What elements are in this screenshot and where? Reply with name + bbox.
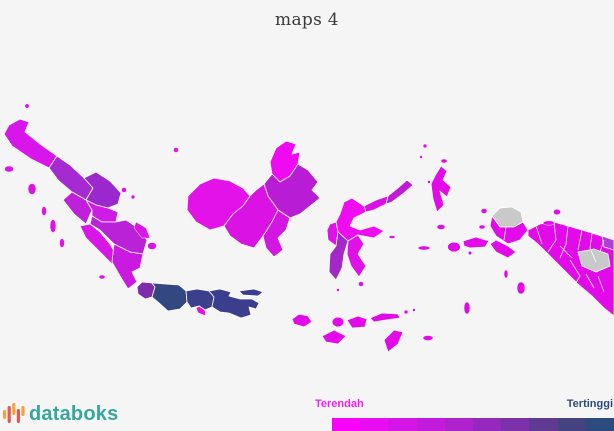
region-riau[interactable] (83, 171, 122, 209)
region-biak[interactable] (553, 208, 561, 216)
islands-nusa-tenggara (291, 308, 434, 353)
databoks-logo[interactable]: databoks (3, 401, 118, 427)
page-title: maps 4 (275, 10, 339, 30)
region-south-sumatra[interactable] (89, 215, 148, 255)
islands-maluku (417, 158, 526, 315)
region-riau-islands-1[interactable] (121, 187, 127, 193)
region-selayar[interactable] (336, 288, 340, 292)
region-alor-2[interactable] (412, 308, 416, 312)
region-aceh[interactable] (3, 118, 58, 169)
region-sumba[interactable] (321, 329, 347, 345)
region-flores[interactable] (369, 312, 401, 323)
region-nias[interactable] (27, 183, 37, 195)
region-waigeo[interactable] (480, 208, 488, 214)
legend-low-label: Terendah (315, 398, 364, 410)
region-buton[interactable] (358, 281, 364, 287)
region-buru[interactable] (447, 241, 461, 253)
region-aru[interactable] (516, 281, 526, 295)
region-bangka[interactable] (133, 221, 151, 239)
region-west-java[interactable] (151, 282, 188, 312)
region-simeulue[interactable] (4, 165, 14, 173)
region-halmahera[interactable] (430, 165, 452, 213)
region-southeast-sulawesi[interactable] (346, 234, 367, 278)
region-sula[interactable] (417, 245, 431, 251)
legend-high-label: Tertinggi (566, 398, 613, 410)
legend-gradient (332, 418, 614, 431)
region-banggai[interactable] (388, 235, 396, 239)
region-papua-mainland[interactable] (527, 221, 614, 317)
region-natuna[interactable] (173, 147, 179, 153)
region-gorontalo[interactable] (363, 195, 389, 213)
region-madura[interactable] (238, 288, 264, 297)
island-papua (478, 206, 614, 317)
region-north-sulawesi[interactable] (385, 179, 414, 205)
region-enggano[interactable] (98, 274, 106, 280)
region-seram[interactable] (462, 236, 490, 249)
region-weh-island[interactable] (24, 103, 30, 109)
region-tanimbar[interactable] (463, 301, 471, 315)
databoks-logo-text: databoks (29, 402, 119, 425)
region-kei[interactable] (503, 269, 509, 279)
region-bali[interactable] (291, 313, 313, 328)
region-bomberai[interactable] (489, 239, 517, 259)
region-misool[interactable] (478, 224, 486, 230)
region-wetar[interactable] (422, 335, 434, 341)
papua-internal-borders (503, 221, 605, 293)
region-south-kalimantan[interactable] (262, 209, 291, 258)
region-obi[interactable] (436, 224, 446, 230)
region-papua-highlands-no-data[interactable] (577, 248, 611, 273)
databoks-bars-icon (3, 403, 25, 423)
region-morotai[interactable] (440, 158, 448, 164)
region-mentawai-1[interactable] (41, 206, 47, 216)
region-alor-1[interactable] (403, 309, 409, 315)
region-sumbawa[interactable] (346, 315, 368, 329)
region-mentawai-3[interactable] (59, 238, 65, 248)
island-sumatra (3, 103, 179, 290)
region-lombok[interactable] (331, 316, 345, 328)
island-sulawesi (326, 143, 428, 292)
region-timor[interactable] (383, 329, 404, 353)
island-kalimantan (186, 140, 321, 258)
region-yapen[interactable] (542, 220, 556, 226)
color-legend: Terendah Tertinggi (315, 398, 614, 431)
region-belitung[interactable] (147, 242, 157, 250)
region-ambon[interactable] (467, 250, 473, 256)
island-java (136, 281, 264, 319)
region-east-java[interactable] (208, 288, 260, 319)
region-central-java[interactable] (185, 288, 215, 311)
region-sangihe[interactable] (422, 143, 428, 149)
region-birdshead-south[interactable] (489, 215, 529, 245)
region-yogyakarta[interactable] (195, 305, 207, 317)
region-lampung[interactable] (111, 243, 144, 290)
region-mentawai-2[interactable] (49, 219, 57, 233)
region-riau-islands-2[interactable] (130, 194, 136, 200)
region-talaud[interactable] (419, 155, 423, 159)
region-ternate[interactable] (427, 180, 431, 184)
region-papua-north-accent[interactable] (601, 235, 614, 251)
region-south-sulawesi[interactable] (328, 231, 349, 281)
